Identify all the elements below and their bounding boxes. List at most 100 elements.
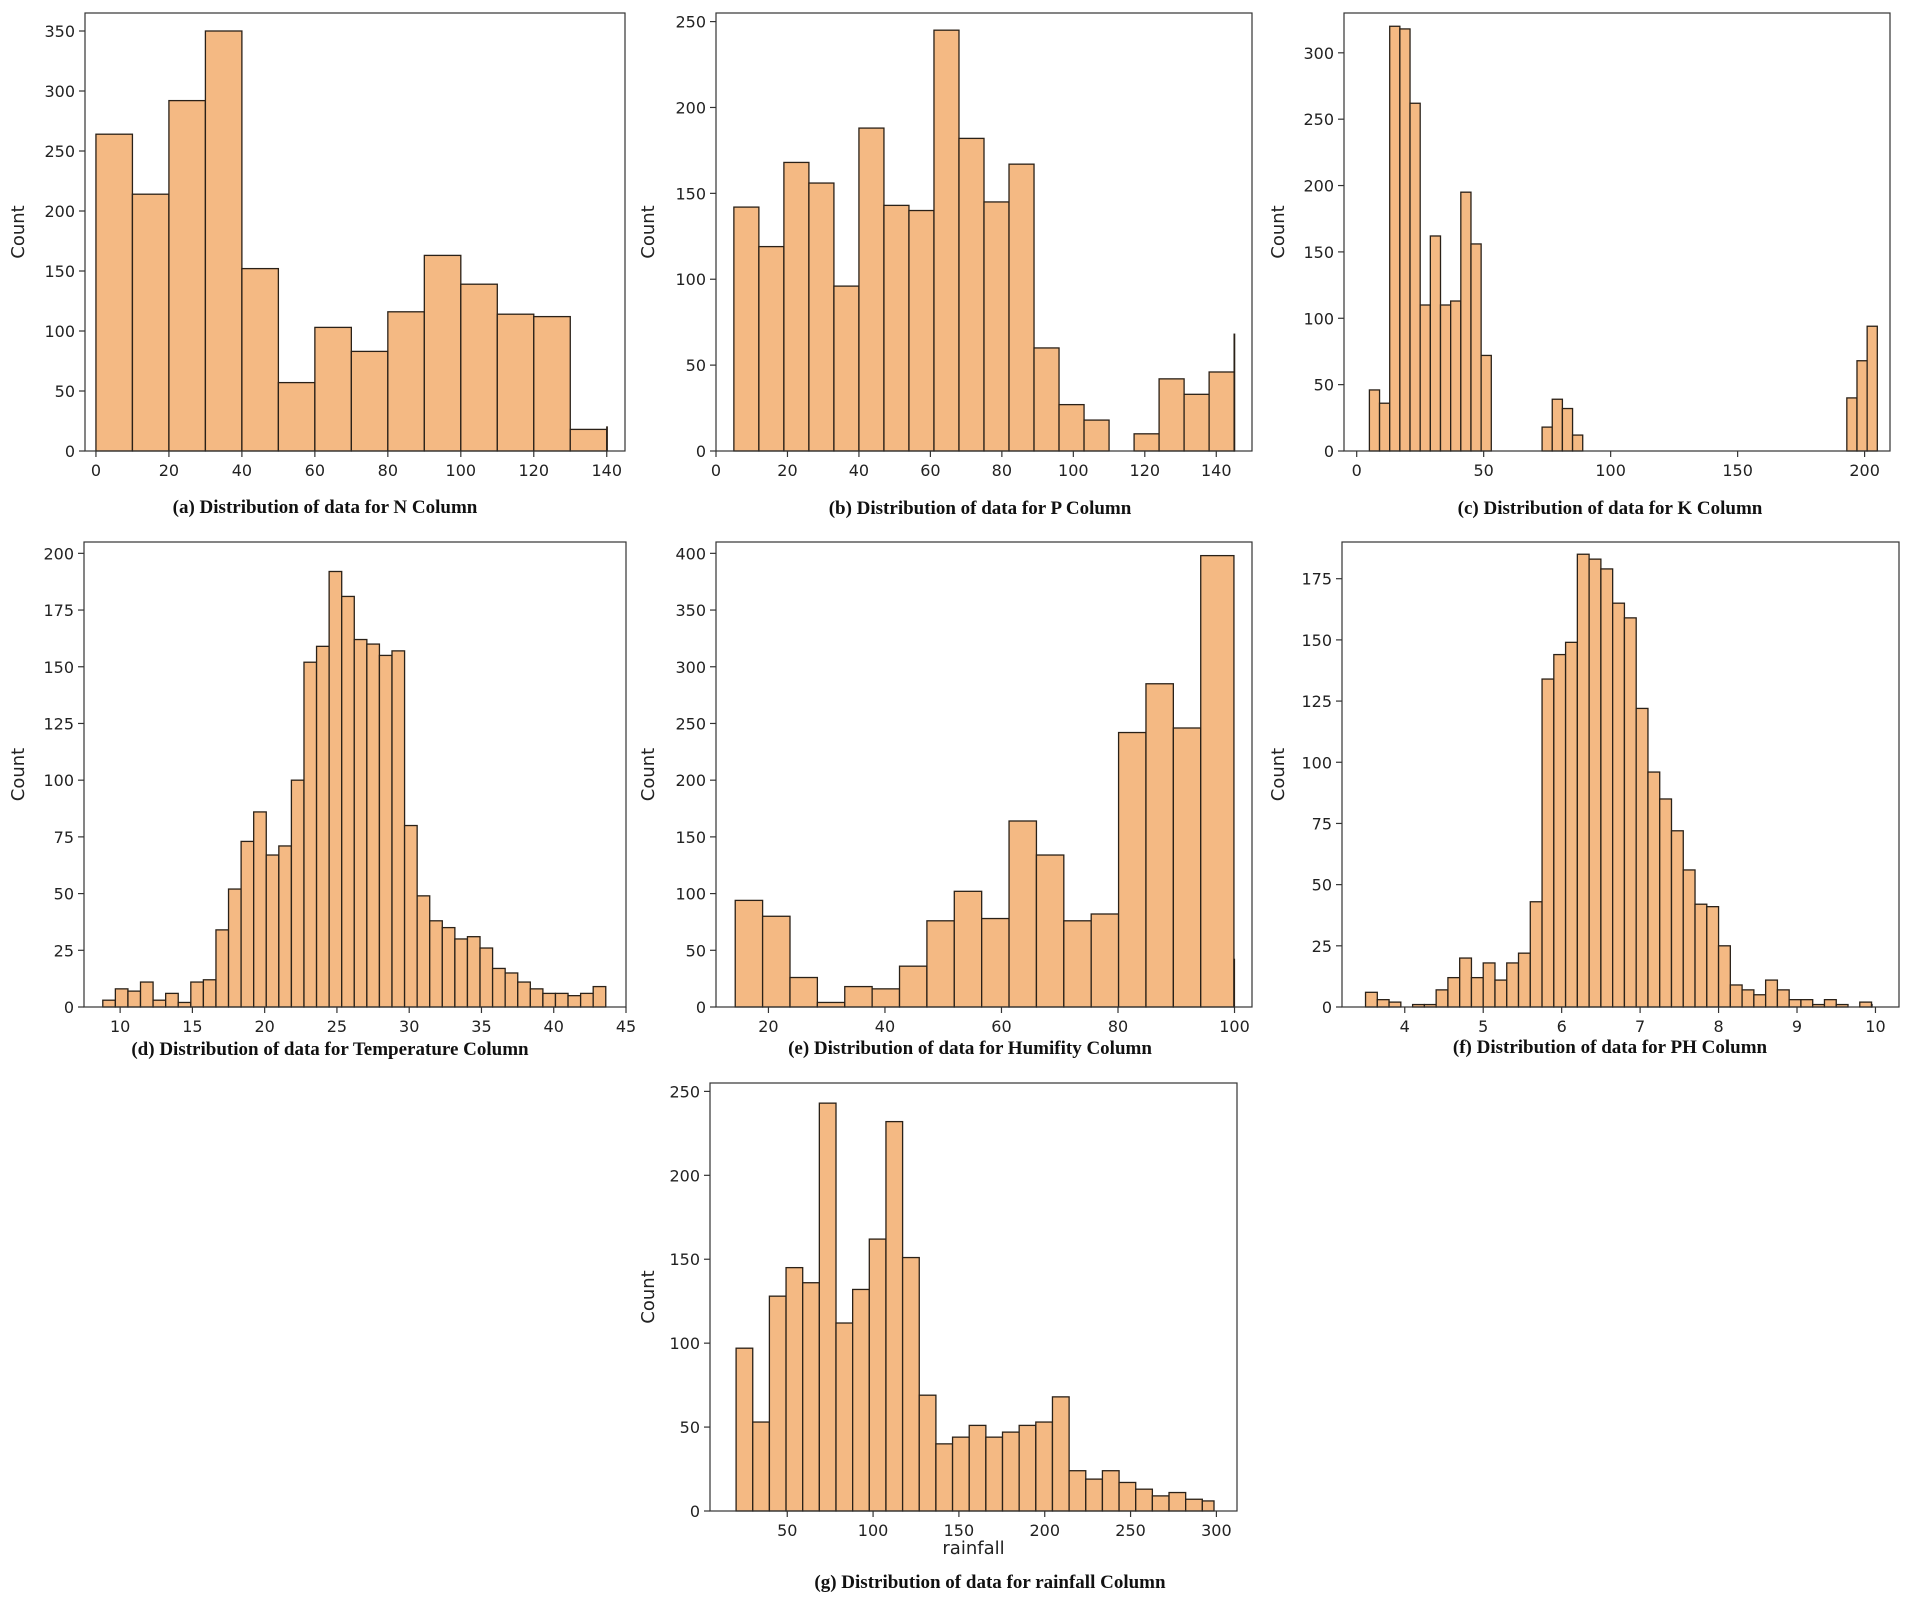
y-tick-label: 50 (680, 1418, 700, 1437)
histogram-bar (835, 1322, 854, 1512)
y-axis-label: Count (638, 1270, 659, 1323)
histogram-bar (1090, 913, 1120, 1008)
histogram-bar (1529, 901, 1543, 1008)
histogram-bar (898, 965, 928, 1008)
histogram-bar (833, 285, 860, 452)
y-axis-label: Count (638, 205, 659, 258)
histogram-bar (277, 381, 316, 452)
y-tick-label: 200 (675, 771, 706, 790)
y-tick-label: 50 (686, 356, 706, 375)
histogram-bar (1233, 333, 1236, 452)
y-axis-label: Count (1268, 748, 1289, 801)
x-tick-label: 40 (232, 461, 252, 480)
histogram-bar (290, 779, 305, 1008)
histogram-bar (1068, 1470, 1087, 1512)
x-tick-label: 50 (1473, 461, 1493, 480)
y-tick-label: 125 (1301, 692, 1332, 711)
y-tick-label: 150 (675, 828, 706, 847)
y-tick-label: 50 (54, 885, 74, 904)
y-tick-label: 150 (1303, 243, 1334, 262)
histogram-bar (1001, 1431, 1020, 1512)
y-tick-label: 250 (675, 714, 706, 733)
histogram-bar (102, 999, 117, 1008)
histogram-bar (735, 1347, 754, 1512)
histogram-bar (1480, 354, 1492, 452)
histogram-bar (1741, 989, 1755, 1008)
x-tick-label: 4 (1400, 1017, 1410, 1036)
histogram-bar (818, 1102, 837, 1512)
y-tick-label: 50 (1312, 876, 1332, 895)
histogram-bar (403, 824, 418, 1008)
chart-panel-temperature: 0 25 50 75 100 125 150 175 200 10 15 20 25 30 35 40 45 Co… (0, 530, 636, 1070)
histogram-bar (579, 992, 594, 1008)
histogram-bar (466, 936, 481, 1008)
x-tick-label: 45 (616, 1017, 636, 1036)
histogram-bar (1717, 945, 1731, 1008)
histogram-bar (808, 182, 835, 452)
y-tick-label: 350 (44, 22, 75, 41)
y-tick-label: 25 (1312, 937, 1332, 956)
histogram-bar (168, 99, 207, 452)
y-tick-label: 0 (64, 998, 74, 1017)
histogram-bar (752, 1421, 771, 1512)
histogram-bar (569, 428, 608, 452)
histogram-bar (1364, 991, 1378, 1008)
histogram-bar (802, 1282, 820, 1512)
histogram-bar (1018, 1424, 1037, 1512)
chart-panel-rainfall: 0 50 100 150 200 250 50 100 150 200 250 300 Count rai… (630, 1070, 1330, 1602)
chart-ph-plot: 0 25 50 75 100 125 150 175 4 5 6 7 8 9 10 Count (1268, 541, 1900, 1036)
x-tick-label: 80 (1108, 1017, 1128, 1036)
x-tick-label: 100 (1595, 461, 1626, 480)
histogram-bar (202, 979, 217, 1008)
x-tick-label: 150 (1722, 461, 1753, 480)
histogram-bar (1185, 1498, 1203, 1512)
histogram-bar (1694, 903, 1708, 1008)
y-tick-label: 0 (696, 442, 706, 461)
histogram-bar (1058, 403, 1085, 452)
x-tick-label: 9 (1792, 1017, 1802, 1036)
histogram-bar (1541, 678, 1555, 1008)
histogram-bar (454, 938, 469, 1008)
histogram-bar (1823, 999, 1837, 1008)
x-tick-label: 0 (1352, 461, 1362, 480)
y-tick-label: 100 (43, 771, 74, 790)
histogram-bar (542, 992, 557, 1008)
histogram-bar (1151, 1495, 1170, 1512)
x-tick-label: 0 (91, 461, 101, 480)
y-axis-label: Count (638, 748, 659, 801)
histogram-bar (1788, 999, 1802, 1008)
histogram-bar (883, 204, 910, 452)
x-tick-label: 50 (777, 1521, 797, 1540)
y-tick-label: 100 (1301, 753, 1332, 772)
y-tick-label: 200 (1303, 177, 1334, 196)
x-tick-label: 30 (399, 1017, 419, 1036)
y-tick-label: 300 (1303, 44, 1334, 63)
axes-frame (709, 1082, 1238, 1512)
y-tick-label: 75 (54, 828, 74, 847)
histogram-bar (241, 267, 280, 452)
histogram-bar (733, 206, 760, 452)
histogram-bar (391, 650, 406, 1008)
bars (1368, 25, 1878, 452)
histogram-bar (554, 992, 569, 1008)
histogram-bar (496, 313, 535, 452)
x-tick-label: 20 (777, 461, 797, 480)
histogram-bar (1564, 641, 1579, 1008)
y-tick-label: 50 (686, 941, 706, 960)
histogram-bar (177, 1001, 192, 1008)
histogram-bar (1706, 906, 1720, 1008)
chart-rainfall-caption: (g) Distribution of data for rainfall Co… (814, 1572, 1166, 1593)
x-tick-label: 5 (1478, 1017, 1488, 1036)
x-tick-label: 150 (944, 1521, 975, 1540)
histogram-bar (1101, 1470, 1120, 1512)
x-tick-label: 120 (1130, 461, 1161, 480)
histogram-bar (504, 972, 519, 1008)
y-tick-label: 100 (669, 1334, 700, 1353)
y-tick-label: 300 (675, 658, 706, 677)
chart-panel-humidity: 0 50 100 150 200 250 300 350 400 20 40 60 80 100 Count… (630, 530, 1260, 1070)
histogram-bar (1459, 957, 1473, 1008)
histogram-bar (1450, 300, 1462, 452)
histogram-bar (858, 127, 885, 452)
y-tick-label: 0 (65, 442, 75, 461)
chart-k-plot: 0 50 100 150 200 250 300 0 50 100 150 200 Count (1268, 12, 1891, 480)
